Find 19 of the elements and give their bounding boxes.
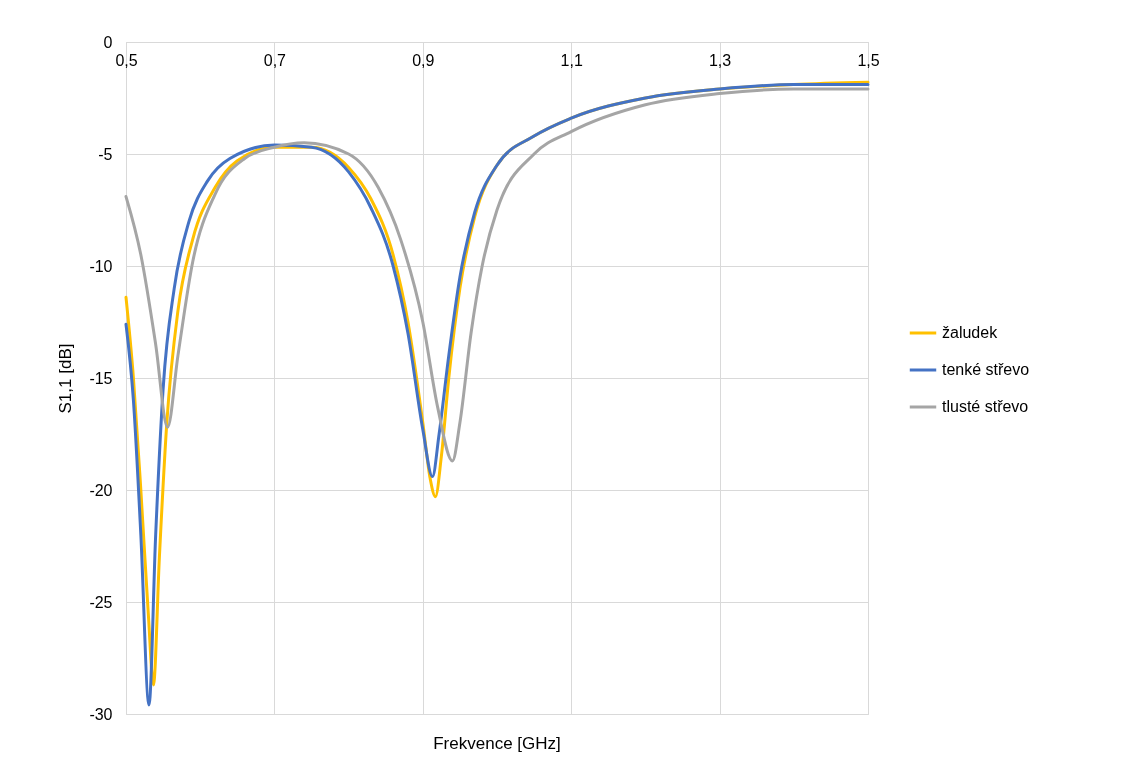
x-tick-label: 1,1 bbox=[560, 51, 583, 69]
y-tick-label: -15 bbox=[89, 369, 113, 387]
x-tick-label: 0,7 bbox=[263, 51, 287, 69]
x-tick-label: 0,5 bbox=[115, 51, 138, 69]
legend-label: tlusté střevo bbox=[942, 398, 1029, 415]
line-series bbox=[124, 87, 870, 463]
x-axis-title: Frekvence [GHz] bbox=[433, 734, 561, 753]
x-tick-label: 0,9 bbox=[412, 51, 435, 69]
y-axis-title: S1,1 [dB] bbox=[56, 343, 76, 414]
y-tick-label: -30 bbox=[89, 705, 113, 723]
y-tick-label: -25 bbox=[89, 593, 113, 611]
y-tick-label: 0 bbox=[103, 33, 113, 51]
y-tick-label: -10 bbox=[89, 257, 113, 275]
y-tick-label: -20 bbox=[89, 481, 113, 499]
x-tick-label: 1,5 bbox=[857, 51, 880, 69]
x-tick-label: 1,3 bbox=[708, 51, 732, 69]
y-tick-label: -5 bbox=[98, 145, 113, 163]
legend-label: tenké střevo bbox=[942, 361, 1030, 378]
legend-label: žaludek bbox=[942, 324, 999, 341]
